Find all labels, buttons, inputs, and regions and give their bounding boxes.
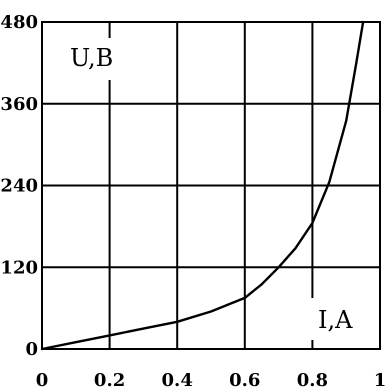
plot-frame: [41, 21, 381, 350]
x-tick-label: 0.4: [162, 370, 193, 388]
x-axis-label: I,A: [318, 306, 353, 334]
y-tick-label: 0: [25, 339, 38, 360]
x-tick-labels: 0 0.2 0.4 0.6 0.8 1: [36, 370, 387, 388]
y-tick-label: 360: [0, 94, 38, 115]
x-tick-label: 0: [36, 370, 49, 388]
y-tick-label: 240: [0, 176, 38, 197]
x-tick-label: 0.2: [94, 370, 125, 388]
plot-border: [41, 21, 381, 350]
y-tick-label: 120: [0, 257, 38, 278]
y-tick-labels: 0 120 240 360 480: [0, 12, 38, 360]
y-axis-label-background: [62, 38, 134, 80]
x-tick-label: 0.6: [229, 370, 260, 388]
y-axis-label: U,B: [70, 44, 113, 72]
series-layer: [40, 20, 365, 351]
x-axis-label-background: [307, 298, 367, 340]
x-tick-label: 1: [374, 370, 387, 388]
voltage-current-curve: [40, 20, 365, 351]
x-tick-label: 0.8: [297, 370, 328, 388]
y-tick-label: 480: [0, 12, 38, 33]
